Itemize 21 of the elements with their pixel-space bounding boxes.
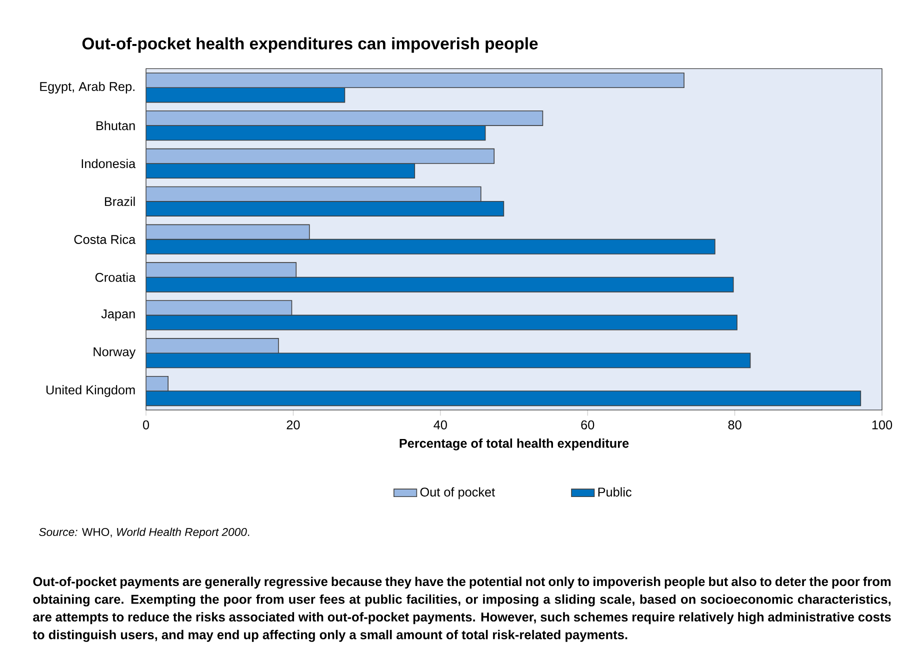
x-tick-label: 40 [434,420,447,430]
y-tick-label: Brazil [104,196,135,206]
chart-title: Out-of-pocket health expenditures can impoverish people [82,37,538,53]
x-tick-label: 20 [286,420,300,430]
y-tick-label: Indonesia [82,158,136,168]
y-tick-label: Costa Rica [74,234,136,244]
text: Out-of-pocket payments are generally regressive because they have the potential not only to impoverish people but also to deter the poor from obtaining care. Exempting the poor from user fees at public facilities, or imposing a sliding scale, based on socioeconomic characteristics, are attempts to reduce the risks associated with out-of-pocket payments. However, such schemes require relatively high administrative costs to distinguish users, and may end up affecting only a small amount of total risk-related payments. [32,576,891,642]
y-tick-label: United Kingdom [46,385,135,397]
x-tick-label: 80 [728,420,742,430]
legend-label: Public [598,487,632,497]
y-tick-label: Egypt, Arab Rep. [40,82,134,94]
y-tick-label: Norway [94,347,136,359]
x-tick-label: 100 [872,420,892,430]
x-axis-title: Percentage of total health expenditure [400,438,629,450]
legend-label: Out of pocket [420,487,495,500]
y-tick-label: Japan [101,310,135,321]
text: Source: WHO, World Health Report 2000. [39,528,250,538]
y-tick-label: Bhutan [96,120,135,130]
x-tick-label: 60 [581,420,594,430]
x-tick-label: 0 [142,420,150,430]
y-tick-label: Croatia [95,272,136,282]
